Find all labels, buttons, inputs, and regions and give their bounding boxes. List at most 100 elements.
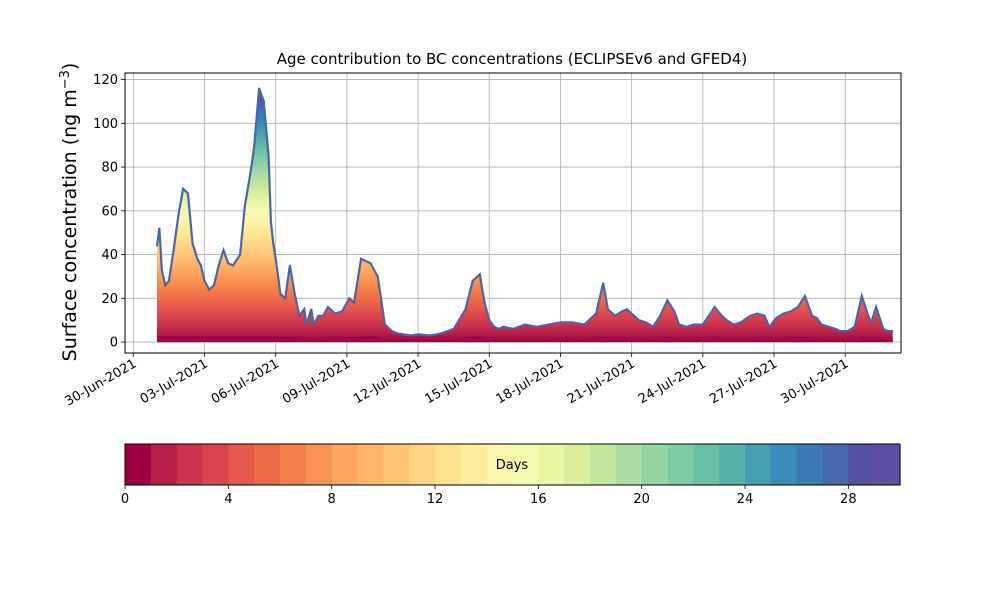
y-tick-label: 40 xyxy=(101,248,118,263)
data-point xyxy=(868,317,870,319)
colorbar-tick-label: 28 xyxy=(840,492,857,507)
data-point xyxy=(429,334,431,337)
data-point xyxy=(208,288,210,291)
data-point xyxy=(222,249,225,251)
y-tick-label: 60 xyxy=(101,204,118,219)
data-point xyxy=(524,323,526,326)
data-point xyxy=(882,328,884,330)
data-point xyxy=(547,323,550,326)
data-point xyxy=(583,323,585,326)
colorbar-swatch xyxy=(357,444,384,485)
data-point xyxy=(327,306,329,308)
colorbar-swatch xyxy=(874,444,901,485)
data-point xyxy=(182,188,184,190)
data-point xyxy=(834,328,837,330)
data-point xyxy=(168,280,170,282)
colorbar-swatch xyxy=(409,444,436,485)
data-point xyxy=(298,315,301,317)
data-point xyxy=(595,312,597,315)
colorbar-swatch xyxy=(564,444,591,485)
data-point xyxy=(289,264,291,267)
data-point xyxy=(498,328,500,330)
colorbar-swatch xyxy=(796,444,824,485)
data-point xyxy=(607,308,609,311)
colorbar-tick-label: 24 xyxy=(737,492,754,507)
data-point xyxy=(303,308,306,311)
data-point xyxy=(493,326,495,328)
data-point xyxy=(756,312,759,315)
colorbar-swatch xyxy=(615,444,643,485)
y-tick-label: 0 xyxy=(110,336,118,351)
data-point xyxy=(293,293,296,295)
data-point xyxy=(203,280,206,282)
data-point xyxy=(239,253,241,256)
data-point xyxy=(360,258,362,260)
data-point xyxy=(673,310,676,313)
colorbar-swatch xyxy=(305,444,333,485)
data-point xyxy=(391,330,393,332)
data-point xyxy=(633,315,635,317)
chart-title: Age contribution to BC concentrations (E… xyxy=(277,50,748,68)
colorbar-swatch xyxy=(719,444,746,485)
data-point xyxy=(172,249,175,251)
colorbar-swatch xyxy=(331,444,359,485)
data-point xyxy=(559,321,562,324)
data-point xyxy=(403,333,405,336)
colorbar-swatch xyxy=(254,444,281,485)
data-point xyxy=(200,264,202,267)
y-tick-label: 80 xyxy=(101,161,118,176)
data-point xyxy=(196,258,199,260)
data-point xyxy=(652,326,654,328)
data-point xyxy=(158,227,161,230)
colorbar-swatch xyxy=(512,444,539,485)
data-point xyxy=(891,330,894,332)
data-point xyxy=(161,269,163,271)
data-point xyxy=(483,301,486,304)
data-point xyxy=(310,308,313,311)
colorbar-swatch xyxy=(383,444,410,485)
data-point xyxy=(267,155,270,157)
data-point xyxy=(191,242,194,245)
colorbar-swatch xyxy=(667,444,694,485)
young-age-band xyxy=(157,336,893,343)
colorbar-tick-label: 4 xyxy=(224,492,232,507)
colorbar-swatch xyxy=(848,444,875,485)
data-point xyxy=(502,326,505,328)
data-point xyxy=(274,258,277,260)
data-point xyxy=(887,330,889,332)
data-point xyxy=(811,315,813,317)
colorbar-swatch xyxy=(125,444,152,485)
data-point xyxy=(227,262,229,265)
y-axis-label-superscript: −3 xyxy=(58,70,73,89)
data-point xyxy=(376,275,379,278)
data-point xyxy=(725,319,728,322)
colorbar-tick-label: 12 xyxy=(427,492,444,507)
data-point xyxy=(464,308,467,311)
data-point xyxy=(645,321,647,324)
data-point xyxy=(395,332,398,335)
total-concentration-line xyxy=(155,87,893,337)
colorbar-swatch xyxy=(435,444,462,485)
data-point xyxy=(248,177,251,179)
colorbar-swatch xyxy=(822,444,849,485)
colorbar-swatch xyxy=(228,444,255,485)
data-point xyxy=(702,323,704,326)
colorbar-swatch xyxy=(150,444,178,485)
data-point xyxy=(535,326,538,328)
data-point xyxy=(244,205,246,208)
data-point xyxy=(602,282,604,284)
data-point xyxy=(263,100,265,103)
data-point xyxy=(187,192,189,195)
data-point xyxy=(846,330,849,332)
data-point xyxy=(272,242,275,245)
data-point xyxy=(875,306,877,308)
data-point xyxy=(369,262,372,265)
data-point xyxy=(659,315,661,317)
y-tick-label: 120 xyxy=(93,73,118,88)
data-point xyxy=(749,315,752,317)
data-point xyxy=(410,334,412,337)
data-point xyxy=(839,330,842,332)
age-stacked-area xyxy=(157,88,893,343)
